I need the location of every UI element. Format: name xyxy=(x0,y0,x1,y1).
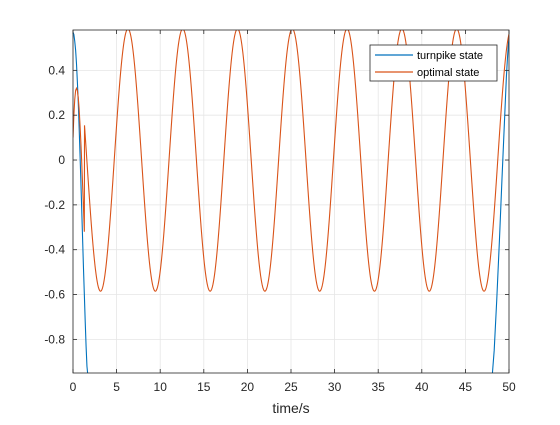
y-axis-ticks: -0.8 -0.6 -0.4 -0.2 0 0.2 0.4 xyxy=(44,63,509,346)
x-tick-label: 30 xyxy=(328,380,342,394)
x-tick-label: 35 xyxy=(372,380,386,394)
y-tick-label: 0.2 xyxy=(48,108,65,122)
x-tick-label: 40 xyxy=(415,380,429,394)
x-axis-ticks: 0 5 10 15 20 25 30 35 40 45 50 xyxy=(70,30,516,394)
series-line-optimal-state xyxy=(73,30,509,292)
data-lines xyxy=(73,30,509,373)
series-line-turnpike-state xyxy=(73,32,509,373)
x-tick-label: 15 xyxy=(197,380,211,394)
legend-box xyxy=(369,44,498,82)
x-tick-label: 5 xyxy=(113,380,120,394)
y-tick-label: -0.2 xyxy=(44,198,65,212)
x-tick-label: 25 xyxy=(284,380,298,394)
legend-label-optimal-state: optimal state xyxy=(417,67,479,79)
y-tick-label: 0.4 xyxy=(48,63,65,77)
legend: turnpike state optimal state xyxy=(369,44,498,82)
y-tick-label: 0 xyxy=(58,153,65,167)
y-tick-label: -0.8 xyxy=(44,332,65,346)
y-tick-label: -0.4 xyxy=(44,243,65,257)
x-tick-label: 10 xyxy=(154,380,168,394)
x-tick-label: 45 xyxy=(459,380,473,394)
y-tick-label: -0.6 xyxy=(44,288,65,302)
legend-label-turnpike-state: turnpike state xyxy=(417,50,483,62)
x-tick-label: 20 xyxy=(241,380,255,394)
x-tick-label: 50 xyxy=(502,380,516,394)
x-tick-label: 0 xyxy=(70,380,77,394)
x-axis-label: time/s xyxy=(272,400,309,416)
